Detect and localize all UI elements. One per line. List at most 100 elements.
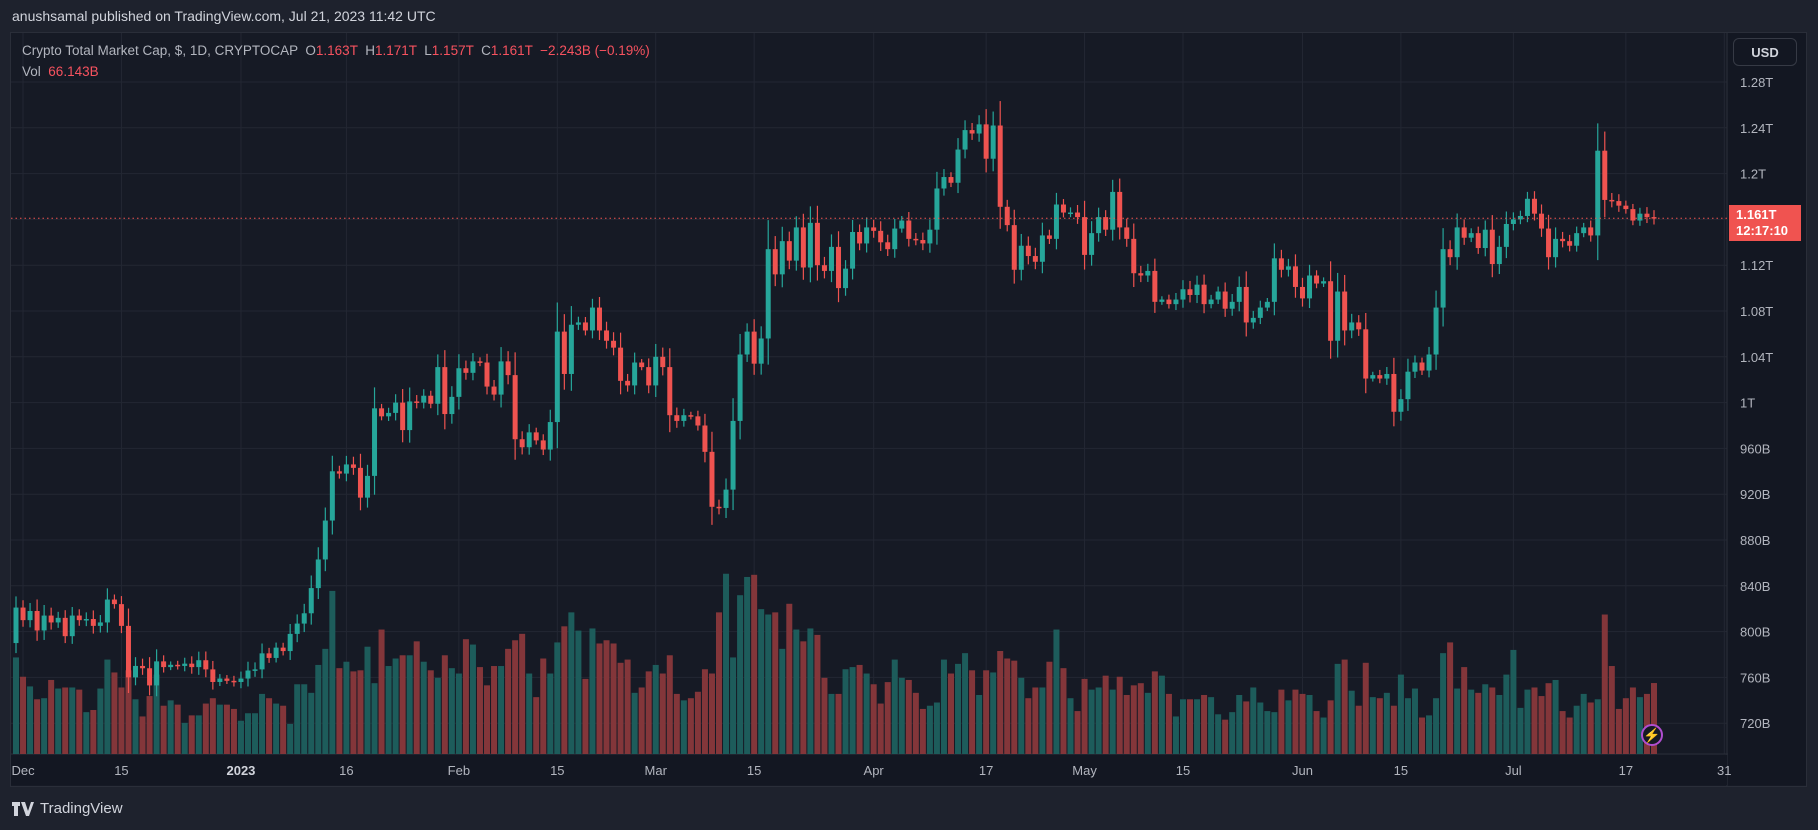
candle-body[interactable]: [273, 647, 279, 658]
candle-body[interactable]: [315, 559, 321, 589]
candle-body[interactable]: [1110, 191, 1116, 230]
candle-body[interactable]: [709, 451, 715, 507]
candle-body[interactable]: [442, 367, 448, 415]
candle-body[interactable]: [55, 617, 61, 623]
candle-body[interactable]: [1060, 204, 1066, 213]
candle-body[interactable]: [737, 354, 743, 421]
candle-body[interactable]: [1096, 217, 1102, 234]
candle-body[interactable]: [1004, 206, 1010, 226]
candle-body[interactable]: [217, 678, 223, 682]
candle-body[interactable]: [906, 220, 912, 239]
candle-body[interactable]: [336, 471, 342, 474]
candle-body[interactable]: [1468, 233, 1474, 238]
candle-body[interactable]: [379, 408, 385, 417]
candle-body[interactable]: [301, 613, 307, 624]
candle-body[interactable]: [1278, 258, 1284, 270]
candle-body[interactable]: [821, 265, 827, 271]
candle-body[interactable]: [575, 322, 581, 325]
candle-body[interactable]: [252, 669, 258, 671]
candle-body[interactable]: [1553, 238, 1559, 258]
candle-body[interactable]: [1271, 258, 1277, 302]
candle-body[interactable]: [294, 623, 300, 634]
candle-body[interactable]: [1208, 299, 1214, 305]
candle-body[interactable]: [104, 599, 110, 623]
candle-body[interactable]: [1187, 289, 1193, 295]
candle-body[interactable]: [625, 380, 631, 386]
candle-body[interactable]: [843, 268, 849, 289]
candle-body[interactable]: [1433, 307, 1439, 355]
candle-body[interactable]: [1032, 256, 1038, 262]
candle-body[interactable]: [857, 231, 863, 244]
chart-frame[interactable]: [10, 32, 1807, 787]
candle-body[interactable]: [1068, 212, 1073, 215]
candle-body[interactable]: [828, 246, 834, 271]
candle-body[interactable]: [765, 249, 771, 339]
candle-body[interactable]: [850, 231, 856, 269]
candle-body[interactable]: [62, 617, 68, 637]
candle-body[interactable]: [435, 367, 441, 404]
candle-body[interactable]: [540, 440, 546, 450]
candle-body[interactable]: [484, 362, 490, 387]
candle-body[interactable]: [723, 489, 729, 508]
candle-body[interactable]: [716, 506, 722, 509]
candle-body[interactable]: [231, 680, 237, 683]
candle-body[interactable]: [653, 356, 659, 386]
candle-body[interactable]: [400, 402, 406, 431]
candle-body[interactable]: [1440, 249, 1446, 308]
candle-body[interactable]: [245, 670, 251, 679]
candle-body[interactable]: [1285, 266, 1291, 270]
candle-body[interactable]: [1461, 227, 1467, 238]
candle-body[interactable]: [1025, 245, 1031, 257]
series-legend[interactable]: Crypto Total Market Cap, $, 1D, CRYPTOCA…: [22, 43, 650, 58]
candle-body[interactable]: [182, 663, 188, 666]
candle-body[interactable]: [1454, 227, 1460, 258]
candle-body[interactable]: [702, 425, 708, 452]
candle-body[interactable]: [287, 633, 293, 652]
candle-body[interactable]: [414, 401, 420, 403]
candle-body[interactable]: [1503, 223, 1509, 247]
candle-body[interactable]: [1314, 275, 1320, 284]
candle-body[interactable]: [744, 331, 750, 355]
candle-body[interactable]: [76, 615, 82, 621]
candle-body[interactable]: [1124, 227, 1130, 239]
candle-body[interactable]: [118, 604, 124, 626]
candle-body[interactable]: [1447, 249, 1453, 258]
candle-body[interactable]: [140, 665, 146, 669]
candle-body[interactable]: [1349, 322, 1355, 331]
symbol-title[interactable]: Crypto Total Market Cap, $, 1D, CRYPTOCA…: [22, 43, 298, 58]
candle-body[interactable]: [449, 396, 455, 415]
candle-body[interactable]: [920, 240, 926, 244]
candle-body[interactable]: [976, 124, 982, 134]
candle-body[interactable]: [948, 177, 954, 183]
candle-body[interactable]: [730, 420, 736, 490]
currency-button[interactable]: USD: [1733, 38, 1797, 66]
candle-body[interactable]: [681, 415, 687, 421]
candle-body[interactable]: [836, 246, 842, 289]
candle-body[interactable]: [800, 227, 806, 268]
candle-body[interactable]: [779, 241, 785, 275]
candle-body[interactable]: [519, 439, 525, 448]
candle-body[interactable]: [1201, 284, 1207, 305]
candle-body[interactable]: [1602, 150, 1608, 200]
candle-body[interactable]: [266, 653, 272, 658]
candle-body[interactable]: [34, 610, 40, 631]
candle-body[interactable]: [688, 415, 694, 417]
candle-body[interactable]: [1475, 233, 1481, 249]
candle-body[interactable]: [308, 588, 314, 614]
candle-body[interactable]: [491, 386, 497, 395]
candle-body[interactable]: [1412, 362, 1418, 372]
tradingview-logo[interactable]: TradingView: [12, 800, 123, 817]
candle-body[interactable]: [1229, 301, 1235, 309]
candle-body[interactable]: [1356, 322, 1362, 330]
candle-body[interactable]: [20, 607, 26, 621]
candle-body[interactable]: [892, 228, 898, 250]
candle-body[interactable]: [48, 615, 54, 623]
candle-body[interactable]: [934, 188, 940, 230]
candle-body[interactable]: [1623, 205, 1629, 210]
candle-body[interactable]: [878, 230, 884, 243]
candle-body[interactable]: [470, 361, 476, 373]
candle-body[interactable]: [1117, 191, 1123, 228]
candle-body[interactable]: [1046, 235, 1052, 239]
candle-body[interactable]: [990, 125, 996, 159]
candle-body[interactable]: [1039, 235, 1045, 262]
